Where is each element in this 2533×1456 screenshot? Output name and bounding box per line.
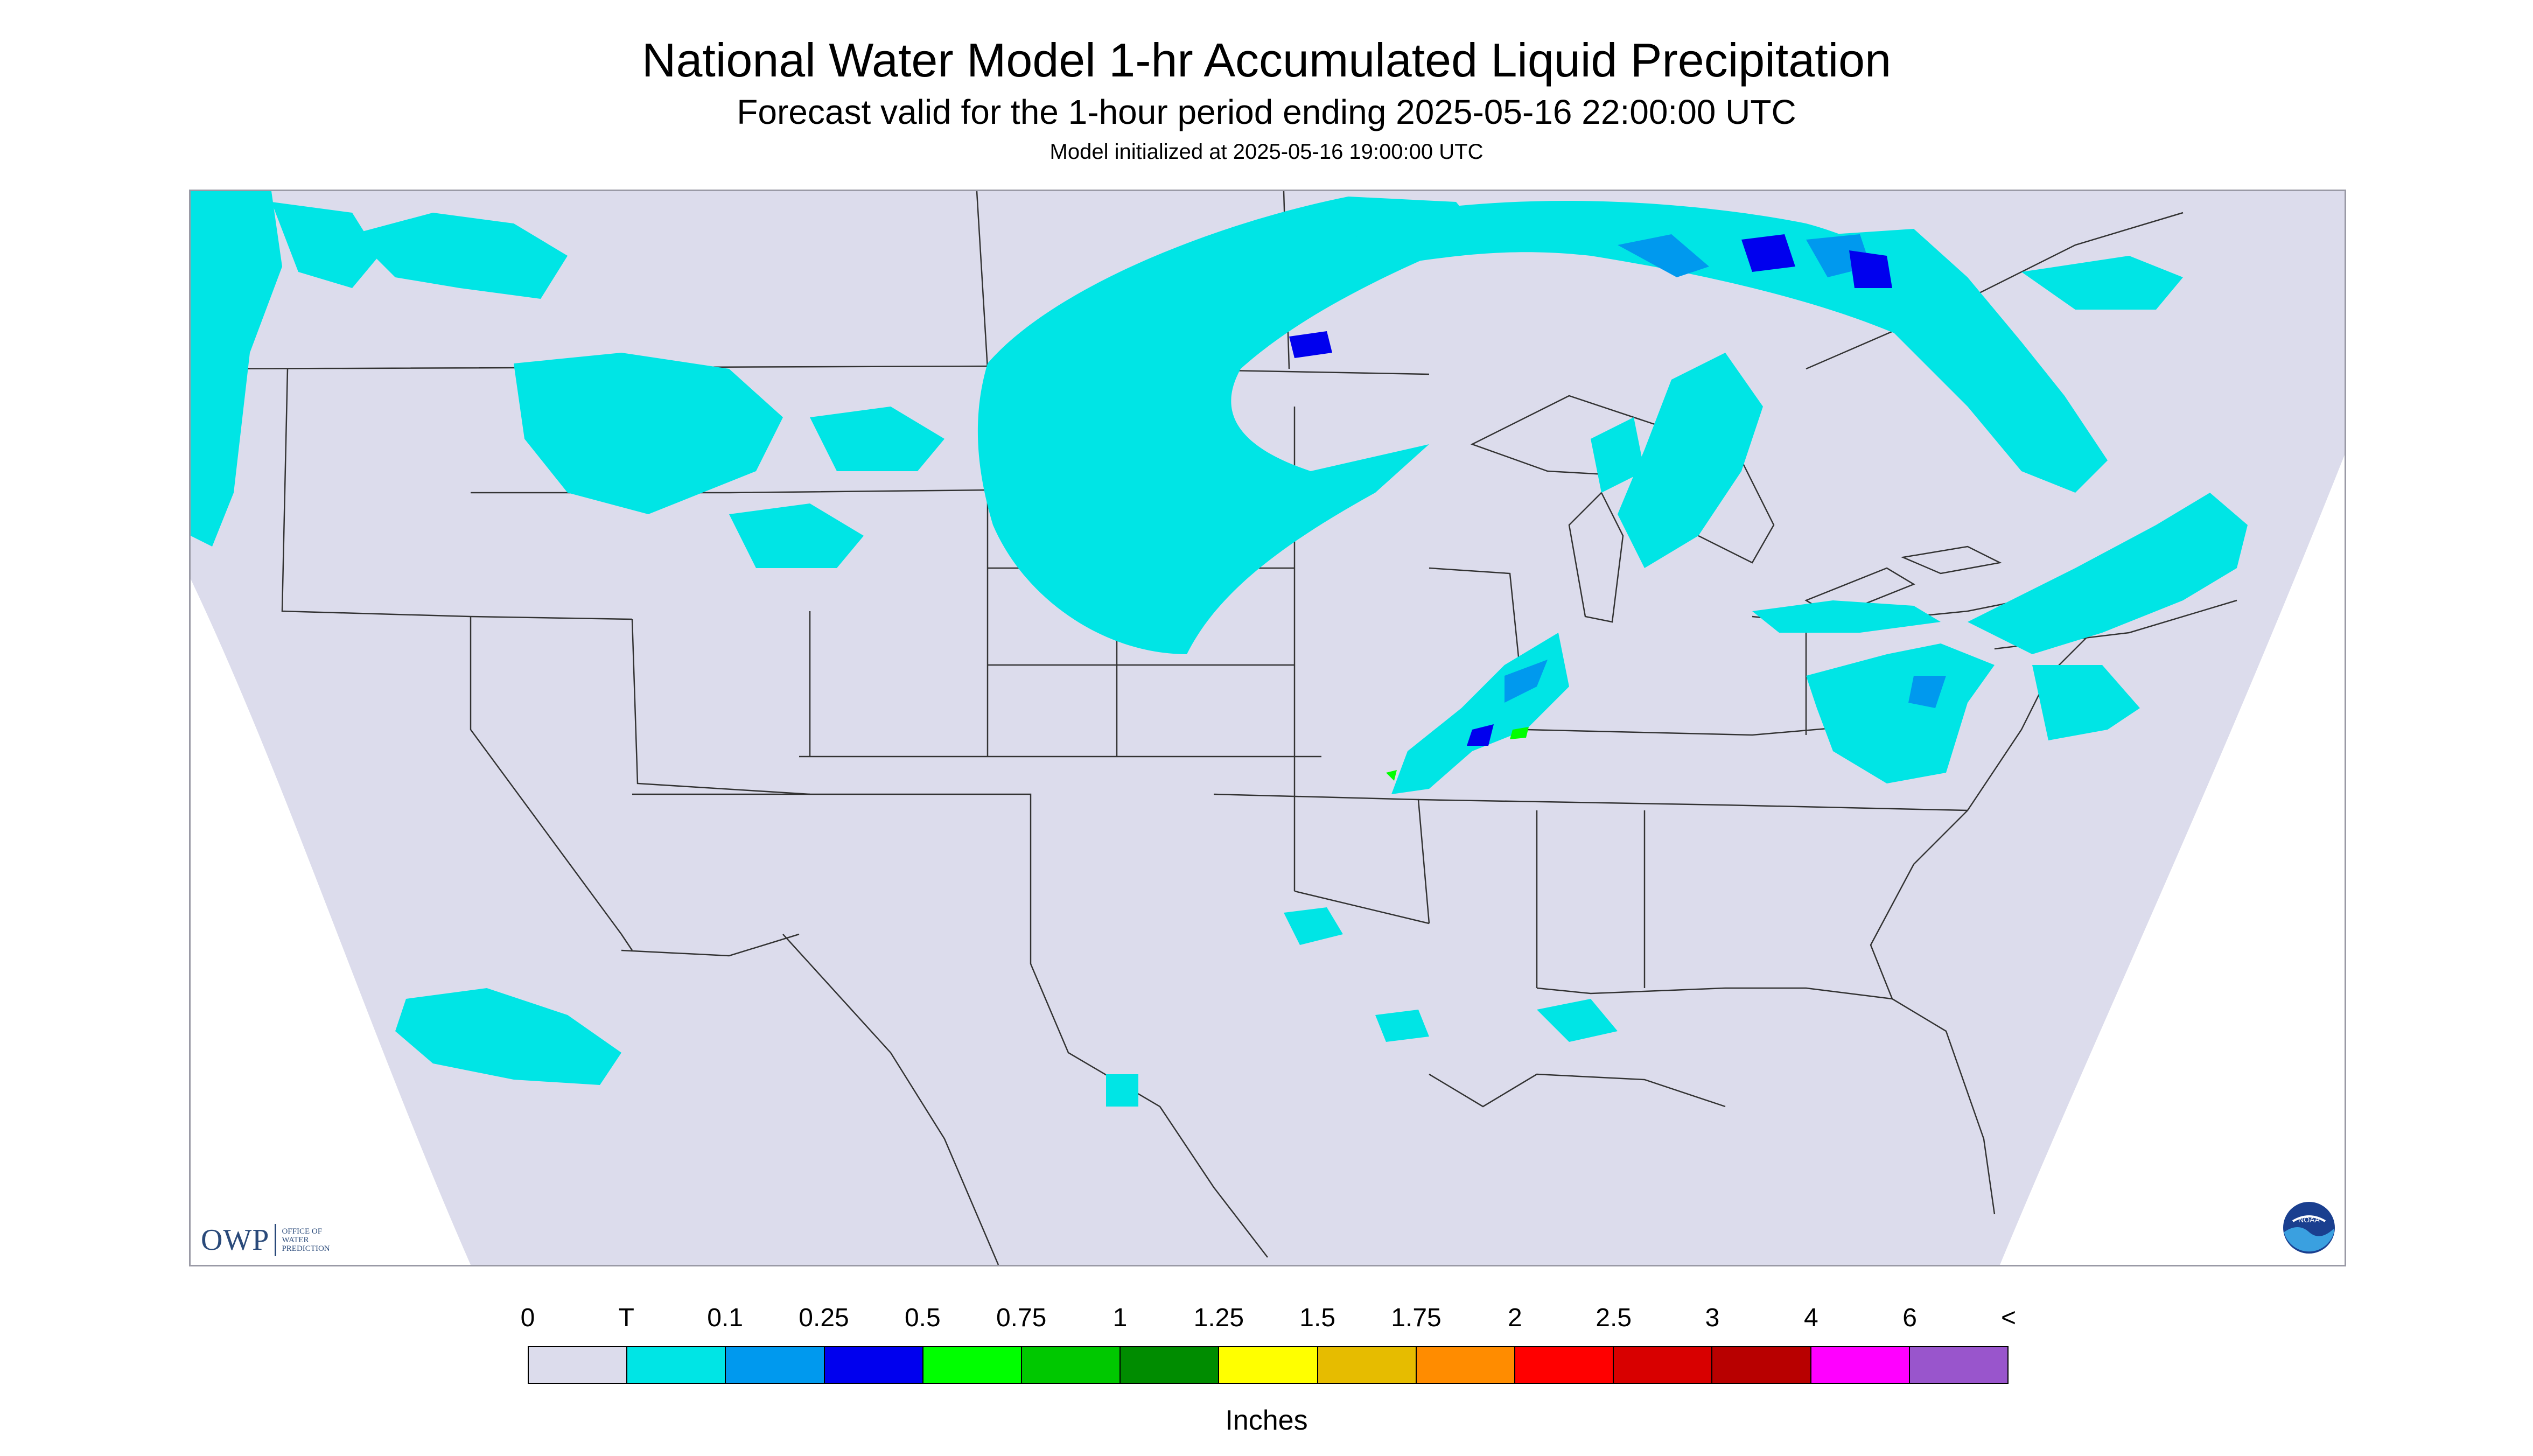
- legend-tick-label: 2: [1507, 1304, 1522, 1332]
- map-canvas: [191, 191, 2345, 1265]
- legend-tick-label: <: [2000, 1304, 2017, 1332]
- legend-swatch: [1811, 1347, 1910, 1383]
- legend-tick-label: 3: [1705, 1304, 1720, 1332]
- noaa-logo: NOAA: [2283, 1202, 2335, 1254]
- legend-swatch: [824, 1347, 923, 1383]
- legend-swatch: [627, 1347, 726, 1383]
- owp-logo: OWP OFFICE OF WATER PREDICTION: [201, 1222, 357, 1258]
- legend-tick-label: 0.25: [799, 1304, 849, 1332]
- legend-swatch: [1614, 1347, 1713, 1383]
- legend-tick-label: 0.5: [904, 1304, 941, 1332]
- legend-swatch: [1416, 1347, 1516, 1383]
- legend-tick-label: 4: [1803, 1304, 1818, 1332]
- legend-tick-label: 0.75: [996, 1304, 1047, 1332]
- legend-tick-label: T: [618, 1304, 634, 1332]
- legend-swatch: [529, 1347, 628, 1383]
- legend-swatch: [1121, 1347, 1220, 1383]
- map-title: National Water Model 1-hr Accumulated Li…: [641, 33, 1892, 87]
- legend-swatch: [1909, 1347, 2008, 1383]
- owp-logo-subtext: OFFICE OF WATER PREDICTION: [282, 1227, 330, 1253]
- legend-tick-labels: 0 T 0.1 0.25 0.5 0.75 1 1.25 1.5 1.75 2 2.5 3 4 6 <: [0, 1303, 2533, 1335]
- legend-swatch: [726, 1347, 825, 1383]
- owp-logo-divider: [275, 1224, 277, 1256]
- precip-blue: [1289, 234, 1892, 746]
- legend-swatch: [923, 1347, 1023, 1383]
- legend-tick-label: 6: [1902, 1304, 1918, 1332]
- noaa-logo-text: NOAA: [2298, 1215, 2320, 1224]
- legend-tick-label: 1: [1112, 1304, 1128, 1332]
- model-init-text: Model initialized at 2025-05-16 19:00:00…: [1049, 140, 1484, 164]
- legend-swatch: [1318, 1347, 1417, 1383]
- precip-trace: [191, 191, 2248, 1107]
- legend-swatch: [1712, 1347, 1811, 1383]
- forecast-valid-subtitle: Forecast valid for the 1-hour period end…: [737, 93, 1796, 131]
- legend-tick-label: 0: [520, 1304, 535, 1332]
- legend-tick-label: 1.75: [1391, 1304, 1442, 1332]
- legend-swatch: [1022, 1347, 1121, 1383]
- color-legend: [528, 1346, 2009, 1384]
- legend-units: Inches: [1225, 1405, 1308, 1436]
- legend-swatch: [1515, 1347, 1614, 1383]
- legend-tick-label: 0.1: [707, 1304, 744, 1332]
- legend-tick-label: 1.5: [1299, 1304, 1336, 1332]
- precip-green: [1386, 727, 1529, 781]
- owp-logo-text: OWP: [201, 1223, 270, 1257]
- legend-tick-label: 1.25: [1193, 1304, 1244, 1332]
- legend-tick-label: 2.5: [1596, 1304, 1632, 1332]
- precipitation-map: [189, 190, 2346, 1266]
- legend-swatch: [1219, 1347, 1318, 1383]
